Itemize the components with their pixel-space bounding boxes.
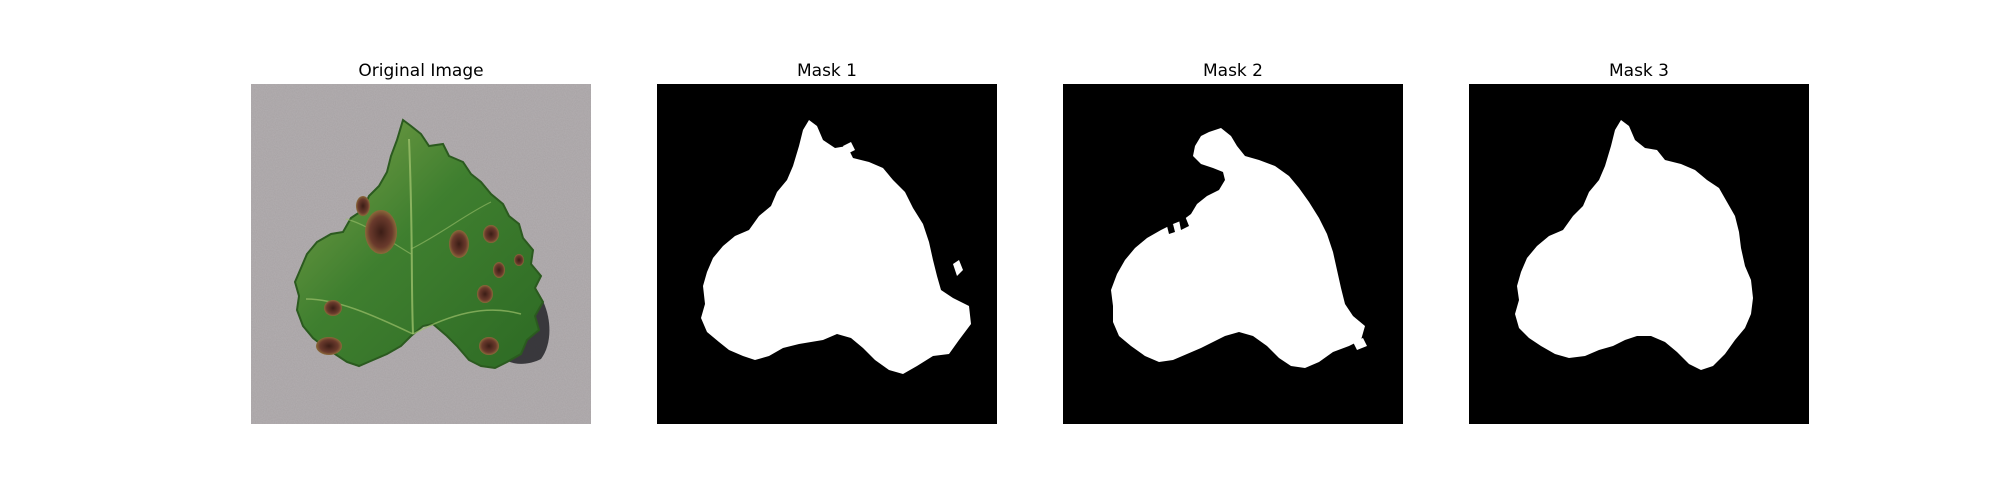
mask-fragment — [843, 142, 855, 154]
mask-foreground — [1515, 120, 1753, 370]
leaf-shape — [293, 118, 545, 370]
panel-mask-3: Mask 3 — [1469, 58, 1809, 424]
mask-3 — [1469, 84, 1809, 424]
panel-original-image: Original Image — [251, 58, 591, 424]
mask-hole — [1179, 216, 1189, 230]
original-image — [251, 84, 591, 424]
leaf-vein-right — [412, 309, 522, 335]
mask-2 — [1063, 84, 1403, 424]
panel-title-mask-3: Mask 3 — [1608, 61, 1669, 81]
leaf-lesion — [365, 210, 397, 254]
leaf-photo — [251, 84, 591, 424]
leaf-lesion — [493, 262, 505, 278]
leaf-lesion — [479, 337, 499, 355]
leaf-lesion — [449, 230, 469, 258]
mask-3-image — [1469, 84, 1809, 424]
leaf-vein-left — [305, 298, 414, 335]
panel-title-original-image: Original Image — [358, 61, 484, 81]
leaf-vein-main — [408, 138, 414, 335]
panel-title-mask-2: Mask 2 — [1202, 61, 1263, 81]
mask-foreground — [701, 120, 971, 374]
leaf-lesion — [324, 300, 342, 316]
panel-title-mask-1: Mask 1 — [796, 61, 857, 81]
mask-hole — [1167, 224, 1175, 234]
leaf-vein-upper-right — [410, 201, 492, 250]
leaf-lesion — [477, 285, 493, 303]
mask-1 — [657, 84, 997, 424]
mask-fragment — [953, 260, 963, 276]
leaf-lesion — [356, 196, 370, 216]
leaf-lesion — [316, 337, 342, 355]
panel-mask-1: Mask 1 — [657, 58, 997, 424]
leaf-lesion — [483, 225, 499, 243]
mask-fragment — [1353, 338, 1367, 350]
mask-1-image — [657, 84, 997, 424]
mask-2-image — [1063, 84, 1403, 424]
leaf-lesion — [514, 254, 524, 266]
panel-mask-2: Mask 2 — [1063, 58, 1403, 424]
mask-foreground — [1111, 128, 1365, 368]
